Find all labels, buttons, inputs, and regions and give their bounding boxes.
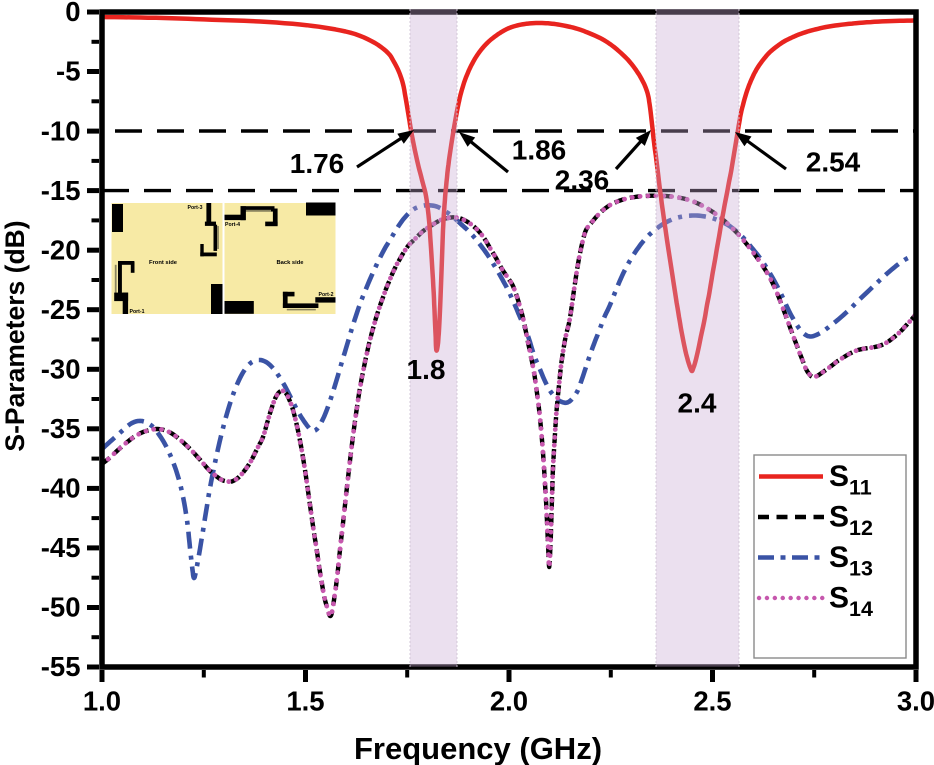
- svg-text:Frequency (GHz): Frequency (GHz): [354, 731, 602, 765]
- svg-text:-40: -40: [41, 473, 81, 504]
- svg-text:3.0: 3.0: [897, 686, 934, 717]
- svg-text:2.0: 2.0: [490, 686, 528, 717]
- svg-text:1.0: 1.0: [83, 686, 121, 717]
- svg-text:2.5: 2.5: [693, 686, 731, 717]
- svg-text:Port-2: Port-2: [319, 292, 334, 298]
- svg-text:-55: -55: [41, 651, 81, 682]
- svg-text:Port-3: Port-3: [188, 205, 203, 211]
- svg-text:Port-1: Port-1: [130, 309, 145, 315]
- svg-text:Back side: Back side: [276, 260, 304, 266]
- svg-text:-45: -45: [41, 532, 81, 563]
- svg-text:-10: -10: [41, 115, 81, 146]
- svg-text:-35: -35: [41, 413, 81, 444]
- svg-text:1.8: 1.8: [407, 354, 446, 385]
- svg-text:2.54: 2.54: [806, 147, 861, 178]
- svg-text:S-Parameters (dB): S-Parameters (dB): [0, 220, 30, 451]
- svg-text:-25: -25: [41, 294, 81, 325]
- svg-text:-5: -5: [56, 56, 80, 87]
- svg-text:-15: -15: [41, 175, 81, 206]
- svg-text:2.4: 2.4: [678, 388, 717, 419]
- svg-text:1.76: 1.76: [290, 148, 345, 179]
- svg-text:-30: -30: [41, 354, 81, 385]
- svg-text:-50: -50: [41, 592, 81, 623]
- svg-text:-20: -20: [41, 234, 81, 265]
- svg-text:Port-4: Port-4: [225, 222, 240, 228]
- svg-text:1.86: 1.86: [512, 135, 567, 166]
- svg-text:1.5: 1.5: [286, 686, 324, 717]
- svg-text:Front side: Front side: [149, 260, 178, 266]
- svg-text:0: 0: [65, 0, 80, 27]
- svg-text:2.36: 2.36: [555, 165, 610, 196]
